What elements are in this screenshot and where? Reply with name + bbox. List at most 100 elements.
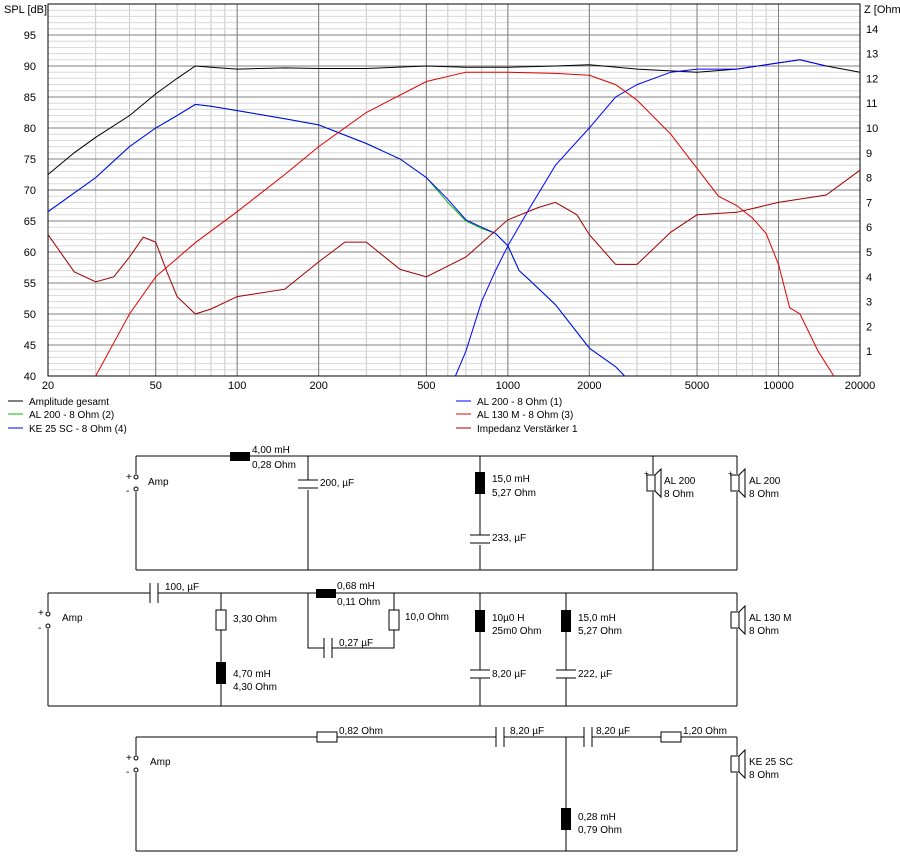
l2-resistance: 5,27 Ohm bbox=[492, 488, 536, 499]
frequency-response-chart: 20 50 100 200 500 1000 2000 5000 10000 2000040455… bbox=[4, 3, 900, 435]
series-line-5 bbox=[95, 71, 835, 377]
amp-plus-sign: + bbox=[126, 753, 132, 764]
amp-plus-terminal bbox=[45, 611, 51, 617]
y-right-tick-label: 14 bbox=[866, 24, 878, 36]
l1-resistance: 0,28 Ohm bbox=[252, 460, 296, 471]
l1-value: 4,00 mH bbox=[252, 445, 290, 456]
c4-value: 222, µF bbox=[578, 669, 612, 680]
capacitor-symbol bbox=[149, 583, 159, 603]
y-left-tick-label: 55 bbox=[24, 278, 36, 290]
l3-resistance: 25m0 Ohm bbox=[492, 626, 541, 637]
speaker-icon bbox=[730, 755, 740, 773]
speaker-icon bbox=[654, 467, 662, 499]
y-right-tick-label: 5 bbox=[866, 247, 872, 259]
r1-value: 3,30 Ohm bbox=[233, 614, 277, 625]
x-tick-label: 20000 bbox=[845, 380, 876, 392]
speaker-icon bbox=[730, 474, 740, 492]
amp-minus-terminal bbox=[133, 767, 139, 773]
y-right-tick-label: 13 bbox=[866, 49, 878, 61]
x-tick-label: 200 bbox=[309, 380, 327, 392]
amp-minus-terminal bbox=[133, 486, 139, 492]
inductor-symbol bbox=[475, 610, 485, 632]
y-right-tick-label: 10 bbox=[866, 123, 878, 135]
resistor-symbol bbox=[316, 731, 338, 743]
amp-plus-sign: + bbox=[126, 472, 132, 483]
resistor-symbol bbox=[215, 609, 227, 631]
legend-entry-label: AL 200 - 8 Ohm (1) bbox=[477, 397, 562, 408]
y-left-tick-label: 80 bbox=[24, 123, 36, 135]
y-left-tick-label: 70 bbox=[24, 185, 36, 197]
x-tick-label: 1000 bbox=[496, 380, 520, 392]
y-left-tick-label: 60 bbox=[24, 247, 36, 259]
y-right-tick-label: 7 bbox=[866, 197, 872, 209]
amp-plus-terminal bbox=[133, 755, 139, 761]
c2-value: 233, µF bbox=[492, 533, 526, 544]
circuit-1-labels: + - Amp 4,00 mH 0,28 Ohm 200, µF 15,0 mH… bbox=[126, 445, 781, 544]
y-right-tick-label: 3 bbox=[866, 297, 872, 309]
c1-value: 100, µF bbox=[165, 582, 199, 593]
amp-minus-sign: - bbox=[126, 486, 129, 497]
circuit-2-notch-loop bbox=[307, 593, 395, 649]
l1-resistance: 0,79 Ohm bbox=[578, 825, 622, 836]
spk-label: KE 25 SC bbox=[749, 757, 793, 768]
x-tick-label: 50 bbox=[150, 380, 162, 392]
l4-value: 15,0 mH bbox=[578, 613, 616, 624]
c1-value: 8,20 µF bbox=[510, 726, 544, 737]
x-tick-label: 10000 bbox=[763, 380, 794, 392]
l2-value: 0,68 mH bbox=[337, 581, 375, 592]
amp-minus-sign: - bbox=[126, 767, 129, 778]
l2-resistance: 0,11 Ohm bbox=[337, 597, 380, 608]
x-tick-label: 20 bbox=[42, 380, 54, 392]
circuit-3-wires bbox=[135, 736, 737, 852]
spk-label: AL 130 M bbox=[749, 613, 791, 624]
r1-value: 0,82 Ohm bbox=[339, 726, 383, 737]
inductor-symbol bbox=[230, 452, 250, 461]
y-left-tick-label: 40 bbox=[24, 371, 36, 383]
crossover-circuit-3 bbox=[133, 727, 746, 852]
inductor-symbol bbox=[216, 662, 226, 684]
series-line-3 bbox=[47, 103, 625, 377]
y-left-tick-label: 75 bbox=[24, 154, 36, 166]
y-axis-right-label: Z [Ohm bbox=[864, 4, 900, 16]
y-right-tick-label: 4 bbox=[866, 272, 872, 284]
amp-plus-sign: + bbox=[38, 608, 44, 619]
spk1-impedance: 8 Ohm bbox=[664, 489, 694, 500]
r2-value: 10,0 Ohm bbox=[405, 612, 449, 623]
capacitor-symbol bbox=[556, 669, 576, 679]
x-tick-label: 100 bbox=[228, 380, 246, 392]
plot-frame bbox=[47, 3, 861, 377]
circuit-1-wires bbox=[135, 455, 737, 571]
inductor-symbol bbox=[561, 808, 571, 830]
l1-resistance: 4,30 Ohm bbox=[233, 682, 277, 693]
circuit-2-labels: + - Amp 100, µF 3,30 Ohm 4,70 mH 4,30 Oh… bbox=[38, 581, 791, 693]
crossover-circuit-1 bbox=[133, 452, 746, 571]
inductor-symbol bbox=[561, 610, 571, 632]
inductor-symbol bbox=[475, 472, 485, 494]
y-right-tick-label: 11 bbox=[866, 98, 877, 110]
spk1-plus-sign: + bbox=[644, 469, 649, 478]
c1-value: 200, µF bbox=[320, 478, 354, 489]
legend-entry-label: AL 130 M - 8 Ohm (3) bbox=[477, 410, 573, 421]
series-line-6 bbox=[47, 169, 861, 315]
spk2-impedance: 8 Ohm bbox=[749, 489, 779, 500]
speaker-icon bbox=[730, 611, 740, 629]
y-right-tick-label: 6 bbox=[866, 222, 872, 234]
amp-plus-terminal bbox=[133, 474, 139, 480]
y-left-tick-label: 65 bbox=[24, 216, 36, 228]
chart-grid-major bbox=[48, 4, 860, 377]
spk-impedance: 8 Ohm bbox=[749, 770, 779, 781]
spk-impedance: 8 Ohm bbox=[749, 626, 779, 637]
legend-entry-label: AL 200 - 8 Ohm (2) bbox=[29, 410, 114, 421]
c2-value: 8,20 µF bbox=[596, 726, 630, 737]
amp-label: Amp bbox=[62, 613, 83, 624]
capacitor-symbol bbox=[470, 669, 490, 679]
l3-value: 10µ0 H bbox=[492, 613, 524, 624]
y-axis-left-label: SPL [dB] bbox=[4, 4, 47, 16]
spk2-label: AL 200 bbox=[749, 476, 781, 487]
y-right-tick-label: 12 bbox=[866, 73, 878, 85]
x-tick-label: 5000 bbox=[685, 380, 709, 392]
crossover-circuit-2 bbox=[45, 583, 746, 707]
c2-value: 0,27 µF bbox=[339, 638, 373, 649]
l4-resistance: 5,27 Ohm bbox=[578, 626, 622, 637]
speaker-icon bbox=[738, 748, 746, 780]
